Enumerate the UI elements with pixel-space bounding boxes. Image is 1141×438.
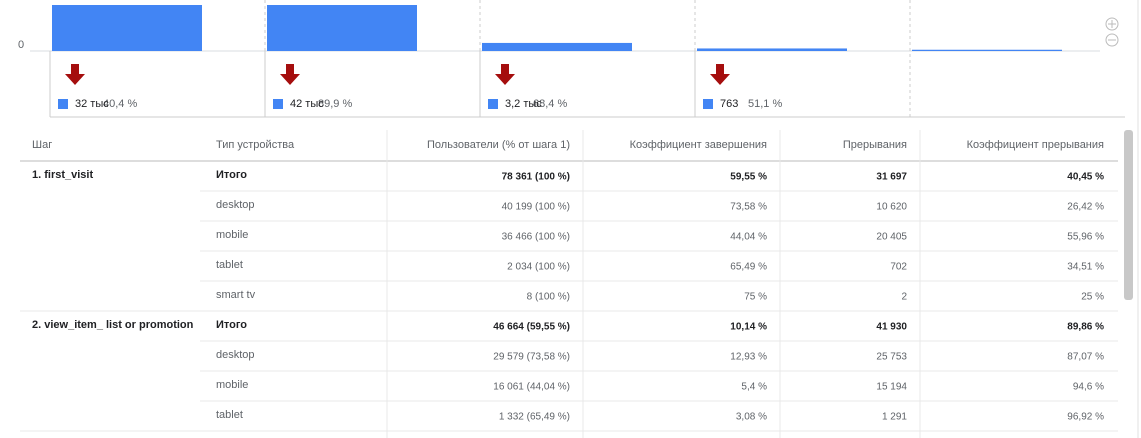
cell: 78 361 (100 %) xyxy=(502,172,570,183)
cell: 5,4 % xyxy=(741,382,767,393)
drop-value: 42 тыс xyxy=(290,98,324,110)
zoom-in[interactable] xyxy=(1105,17,1119,31)
cell: mobile xyxy=(216,379,248,391)
legend-swatch xyxy=(273,99,283,109)
cell: tablet xyxy=(216,409,243,421)
cell: 10,14 % xyxy=(730,322,767,333)
cell: desktop xyxy=(216,349,255,361)
funnel-bar xyxy=(482,42,632,51)
column-header: Коэффициент прерывания xyxy=(967,139,1104,151)
drop-arrow xyxy=(280,64,300,85)
cell: 16 061 (44,04 %) xyxy=(493,382,570,393)
cell: 15 194 xyxy=(876,382,907,393)
cell: 40 199 (100 %) xyxy=(502,202,570,213)
axis-label: 0 xyxy=(18,39,24,51)
zoom-in-icon xyxy=(1108,20,1116,28)
cell: 1 332 (65,49 %) xyxy=(499,412,570,423)
legend-swatch xyxy=(488,99,498,109)
cell: 94,6 % xyxy=(1073,382,1104,393)
cell: 2 034 (100 %) xyxy=(507,262,570,273)
cell: 75 % xyxy=(744,292,767,303)
cell: 8 (100 %) xyxy=(527,292,570,303)
funnel-bar xyxy=(52,5,202,51)
funnel-bar xyxy=(697,48,847,51)
cell: 702 xyxy=(890,262,907,273)
cell: desktop xyxy=(216,199,255,211)
drop-value: 763 xyxy=(720,98,738,110)
cell: 12,93 % xyxy=(730,352,767,363)
cell: 44,04 % xyxy=(730,232,767,243)
zoom-out[interactable] xyxy=(1105,33,1119,47)
cell: 10 620 xyxy=(876,202,907,213)
legend-swatch xyxy=(58,99,68,109)
cell: 73,58 % xyxy=(730,202,767,213)
drop-pct: 51,1 % xyxy=(748,98,782,110)
cell: 46 664 (59,55 %) xyxy=(493,322,570,333)
cell: 89,86 % xyxy=(1067,322,1104,333)
cell: 65,49 % xyxy=(730,262,767,273)
funnel-bar xyxy=(912,49,1062,51)
cell: 59,55 % xyxy=(730,172,767,183)
cell: 25 753 xyxy=(876,352,907,363)
cell: tablet xyxy=(216,259,243,271)
scrollbar[interactable] xyxy=(1124,130,1133,300)
column-header: Пользователи (% от шага 1) xyxy=(427,139,570,151)
cell: 25 % xyxy=(1081,292,1104,303)
legend-swatch xyxy=(703,99,713,109)
cell: 31 697 xyxy=(876,172,907,183)
cell: smart tv xyxy=(216,289,256,301)
drop-value: 32 тыс xyxy=(75,98,109,110)
cell: 3,08 % xyxy=(736,412,767,423)
cell: mobile xyxy=(216,229,248,241)
cell: 40,45 % xyxy=(1067,172,1104,183)
drop-arrow xyxy=(65,64,85,85)
cell: 20 405 xyxy=(876,232,907,243)
cell: 29 579 (73,58 %) xyxy=(493,352,570,363)
cell: 2 xyxy=(901,292,907,303)
cell: 87,07 % xyxy=(1067,352,1104,363)
cell: Итого xyxy=(216,169,247,181)
drop-pct: 40,4 % xyxy=(103,98,137,110)
cell: 55,96 % xyxy=(1067,232,1104,243)
cell: 1 291 xyxy=(882,412,907,423)
drop-arrow xyxy=(710,64,730,85)
column-header: Коэффициент завершения xyxy=(630,139,767,151)
drop-pct: 89,9 % xyxy=(318,98,352,110)
column-header: Шаг xyxy=(32,139,52,151)
drop-arrow xyxy=(495,64,515,85)
cell: 26,42 % xyxy=(1067,202,1104,213)
step-name: 2. view_item_ list or promotion xyxy=(32,319,194,331)
column-header: Прерывания xyxy=(843,139,907,151)
step-name: 1. first_visit xyxy=(32,169,93,181)
funnel-bar xyxy=(267,5,417,52)
column-header: Тип устройства xyxy=(216,139,295,151)
cell: 96,92 % xyxy=(1067,412,1104,423)
cell: 36 466 (100 %) xyxy=(502,232,570,243)
cell: Итого xyxy=(216,319,247,331)
drop-pct: 68,4 % xyxy=(533,98,567,110)
drop-value: 3,2 тыс xyxy=(505,98,542,110)
cell: 34,51 % xyxy=(1067,262,1104,273)
cell: 41 930 xyxy=(876,322,907,333)
